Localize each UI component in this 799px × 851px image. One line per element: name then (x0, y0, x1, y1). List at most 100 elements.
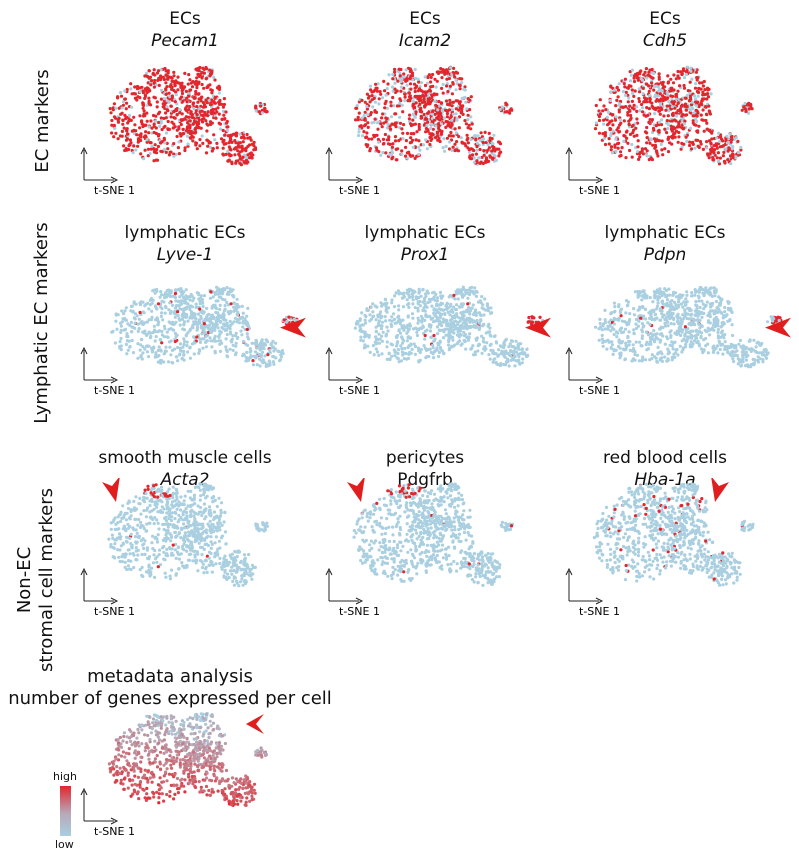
cell-point (182, 337, 186, 341)
cell-point (478, 147, 482, 152)
cell-point (177, 125, 181, 129)
cell-point (183, 117, 187, 121)
cell-point (433, 319, 437, 323)
cell-point (689, 147, 694, 151)
cell-point (439, 132, 444, 136)
cell-point (421, 143, 426, 147)
cell-point (418, 102, 422, 106)
cell-point (166, 71, 170, 75)
cell-point (188, 298, 192, 302)
cell-point (466, 296, 470, 300)
cell-point (425, 81, 430, 85)
cell-point (118, 346, 122, 350)
cell-point (676, 332, 681, 336)
cell-point (660, 352, 664, 356)
cell-point (399, 89, 403, 93)
cell-point (502, 340, 506, 344)
cell-point (633, 350, 637, 354)
cell-point (164, 116, 168, 120)
cell-point (444, 333, 448, 337)
cell-point (726, 306, 730, 310)
cell-point (174, 299, 178, 303)
cell-point (638, 72, 642, 76)
cell-point (178, 342, 183, 346)
cell-point (681, 69, 686, 73)
cell-point (683, 308, 687, 312)
cell-point (224, 323, 228, 327)
cell-point (739, 145, 743, 150)
cell-point (222, 97, 226, 101)
cell-point (123, 317, 127, 321)
cell-point (393, 350, 397, 354)
cell-point (118, 321, 123, 325)
cell-point (230, 322, 234, 326)
cell-point (253, 147, 257, 151)
cell-point (675, 329, 679, 333)
cell-point (678, 293, 682, 297)
cell-point (205, 306, 209, 310)
cell-point (356, 115, 360, 119)
cell-point (448, 333, 452, 337)
cell-point (435, 302, 439, 306)
cell-point (653, 317, 657, 321)
cell-point (690, 100, 694, 104)
cell-point (374, 347, 378, 351)
cell-point (142, 112, 146, 116)
cell-point (454, 99, 458, 103)
cell-point (637, 99, 641, 104)
cell-point (212, 100, 216, 104)
cell-point (668, 141, 672, 145)
cell-point (390, 149, 394, 154)
cell-point (197, 107, 202, 111)
cell-point (648, 322, 652, 327)
cell-point (146, 81, 150, 85)
cell-point (371, 344, 375, 348)
cell-point (220, 102, 224, 106)
cell-point (129, 320, 133, 324)
cell-point (666, 93, 670, 97)
cell-point (153, 143, 157, 147)
cell-point (231, 343, 235, 347)
cell-point (627, 123, 631, 127)
cell-point (432, 339, 436, 343)
cell-point (154, 304, 158, 308)
cell-point (246, 144, 250, 148)
cell-point (714, 346, 718, 350)
cell-point (173, 100, 177, 104)
cell-point (366, 125, 370, 129)
cell-point (669, 314, 673, 318)
cell-point (378, 337, 382, 341)
cell-point (217, 91, 221, 95)
cell-point (377, 102, 381, 106)
cell-point (623, 134, 627, 138)
cell-point (199, 99, 203, 103)
cell-point (162, 360, 166, 364)
cell-point (396, 357, 400, 361)
cell-point (161, 318, 165, 322)
cell-point (645, 125, 649, 130)
cell-point (618, 154, 622, 158)
cell-point (701, 93, 705, 97)
cell-point (123, 89, 127, 93)
cell-point (210, 98, 214, 102)
cell-point (180, 357, 184, 361)
cell-point (732, 137, 736, 141)
cell-point (453, 127, 457, 131)
cell-point (744, 109, 748, 113)
cell-point (646, 333, 651, 337)
cell-point (705, 127, 709, 131)
cell-point (680, 145, 684, 149)
cell-point (672, 88, 676, 92)
cell-point (700, 331, 704, 335)
cell-point (148, 331, 152, 335)
cell-point (211, 295, 215, 299)
cell-point (379, 327, 384, 331)
cell-point (380, 96, 385, 100)
cell-point (120, 106, 124, 110)
cell-point (461, 317, 465, 321)
cell-point (263, 107, 267, 111)
cell-point (215, 146, 219, 150)
cell-point (374, 335, 378, 339)
cell-point (513, 347, 517, 351)
cell-point (450, 148, 454, 152)
